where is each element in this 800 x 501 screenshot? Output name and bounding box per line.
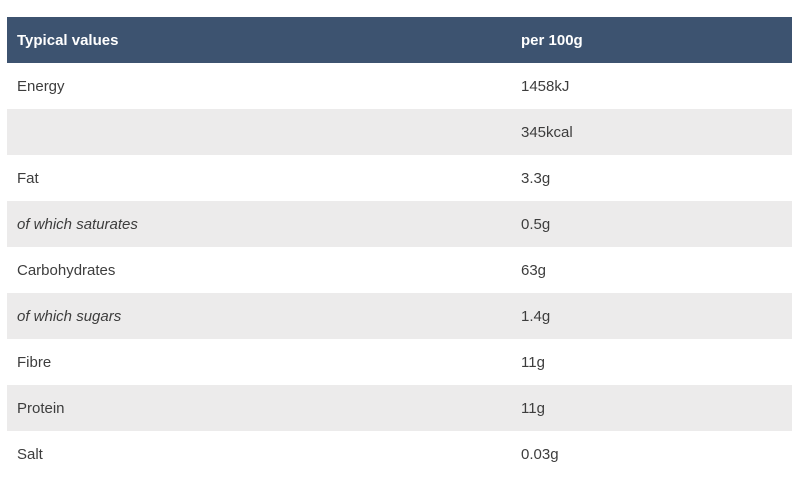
- nutrient-name: Protein: [7, 385, 511, 431]
- header-typical-values: Typical values: [7, 17, 511, 63]
- nutrient-value: 0.03g: [511, 431, 792, 477]
- nutrient-value: 1.4g: [511, 293, 792, 339]
- table-row: 345kcal: [7, 109, 792, 155]
- nutrition-table: Typical values per 100g Energy 1458kJ 34…: [7, 17, 792, 477]
- nutrient-value: 11g: [511, 385, 792, 431]
- nutrient-value: 1458kJ: [511, 63, 792, 109]
- table-row: of which saturates 0.5g: [7, 201, 792, 247]
- table-row: Salt 0.03g: [7, 431, 792, 477]
- table-row: Carbohydrates 63g: [7, 247, 792, 293]
- nutrient-name: Salt: [7, 431, 511, 477]
- nutrient-value: 11g: [511, 339, 792, 385]
- nutrient-value: 3.3g: [511, 155, 792, 201]
- nutrient-value: 345kcal: [511, 109, 792, 155]
- table-header: Typical values per 100g: [7, 17, 792, 63]
- header-row: Typical values per 100g: [7, 17, 792, 63]
- nutrient-name: Carbohydrates: [7, 247, 511, 293]
- nutrient-name: Energy: [7, 63, 511, 109]
- header-per-100g: per 100g: [511, 17, 792, 63]
- nutrient-subname: of which saturates: [7, 201, 511, 247]
- table-row: Fibre 11g: [7, 339, 792, 385]
- table-row: Fat 3.3g: [7, 155, 792, 201]
- table-row: Protein 11g: [7, 385, 792, 431]
- table-row: of which sugars 1.4g: [7, 293, 792, 339]
- nutrient-subname: of which sugars: [7, 293, 511, 339]
- nutrient-name: Fibre: [7, 339, 511, 385]
- nutrient-value: 0.5g: [511, 201, 792, 247]
- nutrient-value: 63g: [511, 247, 792, 293]
- table-body: Energy 1458kJ 345kcal Fat 3.3g of which …: [7, 63, 792, 477]
- nutrient-name: [7, 109, 511, 155]
- nutrient-name: Fat: [7, 155, 511, 201]
- nutrition-table-container: Typical values per 100g Energy 1458kJ 34…: [7, 17, 792, 477]
- table-row: Energy 1458kJ: [7, 63, 792, 109]
